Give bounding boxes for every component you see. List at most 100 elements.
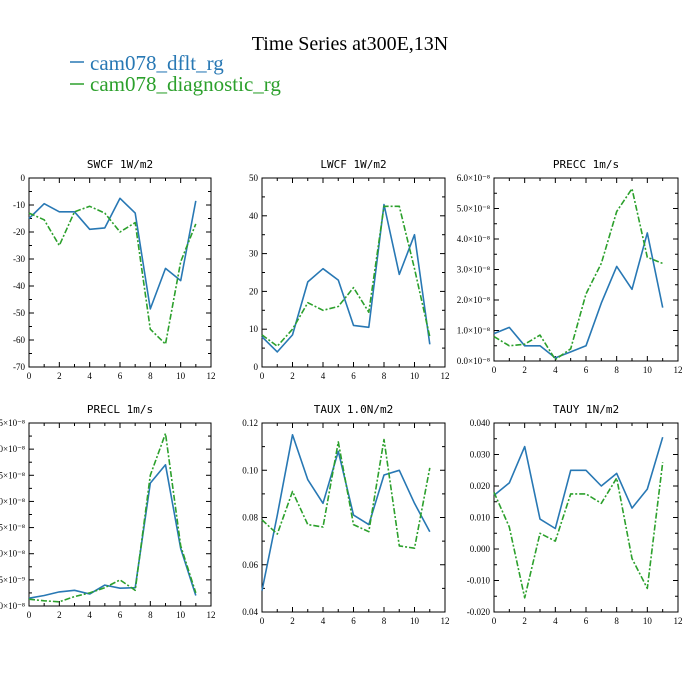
- x-tick-label: 2: [57, 371, 62, 381]
- y-tick-label: 0.0×10⁻⁸: [457, 356, 490, 366]
- x-tick-label: 12: [441, 371, 450, 381]
- plot-frame: [493, 422, 679, 613]
- y-tick-label: 0.040: [470, 418, 491, 428]
- x-tick-label: 0: [492, 616, 497, 626]
- x-tick-label: 6: [584, 365, 589, 375]
- y-tick-label: 3.5×10⁻⁸: [0, 418, 25, 428]
- series-line-cam078-diagnostic-rg: [261, 205, 431, 348]
- x-tick-label: 4: [553, 365, 558, 375]
- x-tick-label: 0: [27, 610, 32, 620]
- y-tick-label: 40: [249, 211, 259, 221]
- legend-label-diagnostic: cam078_diagnostic_rg: [90, 72, 281, 96]
- y-tick-label: 0.06: [242, 560, 258, 570]
- panel-tauy: TAUY 1N/m2 0 2 4 6 8 10 12 -0.020 -0.010 0.000 0.01…: [467, 403, 683, 626]
- y-tick-label: 3.0×10⁻⁸: [457, 265, 490, 275]
- x-tick-label: 8: [382, 616, 387, 626]
- panel-taux: TAUX 1.0N/m2 0 2 4 6 8 10 12 0.04 0.06 0.08 0.10 0.1…: [242, 403, 449, 626]
- y-tick-label: -10: [13, 200, 25, 210]
- x-tick-label: 12: [207, 371, 216, 381]
- legend-label-dflt: cam078_dflt_rg: [90, 51, 224, 75]
- legend-entry-diagnostic: cam078_diagnostic_rg: [70, 72, 281, 96]
- x-tick-label: 8: [148, 371, 153, 381]
- y-tick-label: 0.020: [470, 481, 491, 491]
- plot-frame: [28, 177, 212, 368]
- panel-precc: PRECC 1m/s 0 2 4 6 8 10 12 0.0×10⁻⁸ 1.0×10⁻⁸ 2.0×1…: [457, 158, 683, 375]
- series-line-cam078-dflt-rg: [493, 436, 664, 530]
- x-tick-label: 0: [27, 371, 32, 381]
- series-line-cam078-diagnostic-rg: [493, 462, 664, 599]
- y-tick-label: 4.0×10⁻⁸: [457, 234, 490, 244]
- y-tick-label: 0: [254, 362, 259, 372]
- y-tick-label: -60: [13, 335, 25, 345]
- series-line-cam078-dflt-rg: [28, 463, 197, 599]
- figure-title: Time Series at300E,13N: [252, 33, 448, 55]
- legend-entry-dflt: cam078_dflt_rg: [70, 51, 224, 75]
- y-tick-label: 0.030: [470, 450, 491, 460]
- y-tick-label: 2.0×10⁻⁸: [0, 496, 25, 506]
- x-tick-label: 10: [176, 371, 186, 381]
- x-tick-label: 8: [382, 371, 387, 381]
- panel-title: TAUY 1N/m2: [553, 403, 619, 416]
- y-tick-label: 0×10⁻⁸: [0, 601, 25, 611]
- x-tick-label: 4: [321, 616, 326, 626]
- x-tick-label: 10: [176, 610, 186, 620]
- x-tick-label: 10: [410, 616, 420, 626]
- y-tick-label: -0.010: [467, 576, 491, 586]
- x-tick-label: 4: [87, 371, 92, 381]
- y-tick-label: 0.10: [242, 465, 258, 475]
- y-tick-label: 10: [249, 324, 259, 334]
- series-line-cam078-dflt-rg: [261, 433, 431, 591]
- x-tick-label: 8: [614, 616, 619, 626]
- x-tick-label: 6: [118, 371, 123, 381]
- series-line-cam078-dflt-rg: [28, 197, 197, 310]
- y-tick-label: 1.0×10⁻⁸: [457, 326, 490, 336]
- panel-title: SWCF 1W/m2: [87, 158, 153, 171]
- x-tick-label: 10: [643, 365, 653, 375]
- y-tick-label: -0.020: [467, 607, 491, 617]
- y-tick-label: 0.04: [242, 607, 258, 617]
- x-tick-label: 10: [643, 616, 653, 626]
- y-tick-label: 20: [249, 286, 259, 296]
- y-tick-label: -20: [13, 227, 25, 237]
- y-tick-label: 50: [249, 173, 259, 183]
- panel-precl: PRECL 1m/s 0 2 4 6 8 10 12 0×10⁻⁸ 5×10⁻⁹ 1.0×10⁻⁸ 1…: [0, 403, 216, 620]
- x-tick-label: 4: [321, 371, 326, 381]
- y-tick-label: 0.12: [242, 418, 258, 428]
- x-tick-label: 2: [522, 616, 527, 626]
- chart-panels: SWCF 1W/m2 0 2 4 6 8 10 12 -70 -60 -50 -40 -30 -20 -10…: [0, 158, 683, 626]
- panel-title: LWCF 1W/m2: [320, 158, 386, 171]
- y-tick-label: -70: [13, 362, 25, 372]
- y-tick-label: 0.010: [470, 513, 491, 523]
- y-tick-label: -50: [13, 308, 25, 318]
- panel-swcf: SWCF 1W/m2 0 2 4 6 8 10 12 -70 -60 -50 -40 -30 -20 -10…: [13, 158, 216, 381]
- y-tick-label: 6.0×10⁻⁸: [457, 173, 490, 183]
- x-tick-label: 4: [87, 610, 92, 620]
- x-tick-label: 10: [410, 371, 420, 381]
- x-tick-label: 4: [553, 616, 558, 626]
- series-line-cam078-diagnostic-rg: [261, 438, 431, 550]
- panel-title: PRECC 1m/s: [553, 158, 619, 171]
- x-tick-label: 12: [674, 365, 683, 375]
- y-tick-label: 1.5×10⁻⁸: [0, 523, 25, 533]
- x-tick-label: 2: [57, 610, 62, 620]
- x-tick-label: 0: [492, 365, 497, 375]
- x-tick-label: 8: [148, 610, 153, 620]
- x-tick-label: 6: [351, 371, 356, 381]
- series-line-cam078-dflt-rg: [493, 232, 664, 359]
- series-line-cam078-dflt-rg: [261, 203, 431, 353]
- x-tick-label: 12: [207, 610, 216, 620]
- y-tick-label: 5.0×10⁻⁸: [457, 204, 490, 214]
- x-tick-label: 12: [674, 616, 683, 626]
- y-tick-label: 0.08: [242, 513, 258, 523]
- x-tick-label: 6: [118, 610, 123, 620]
- x-tick-label: 0: [260, 371, 265, 381]
- y-tick-label: 2.0×10⁻⁸: [457, 295, 490, 305]
- y-tick-label: 0: [21, 173, 26, 183]
- x-tick-label: 6: [351, 616, 356, 626]
- x-tick-label: 0: [260, 616, 265, 626]
- plot-frame: [493, 177, 679, 362]
- series-line-cam078-diagnostic-rg: [28, 205, 197, 345]
- x-tick-label: 2: [290, 371, 295, 381]
- x-tick-label: 6: [584, 616, 589, 626]
- legend: cam078_dflt_rg cam078_diagnostic_rg: [70, 51, 281, 96]
